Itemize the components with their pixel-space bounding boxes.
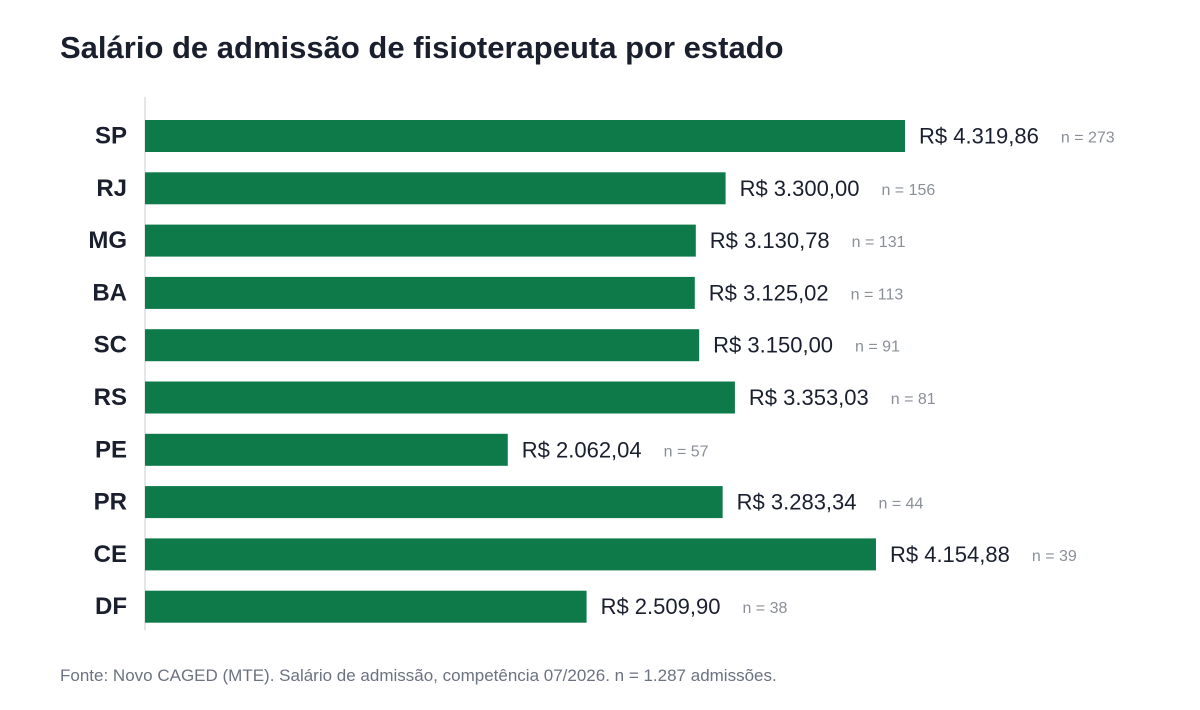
- count-label: n = 156: [881, 182, 935, 199]
- bar: [145, 590, 587, 623]
- value-label: R$ 3.283,34: [737, 490, 857, 515]
- category-label: SP: [95, 123, 127, 150]
- category-label: DF: [95, 593, 127, 620]
- category-label: MG: [88, 227, 127, 254]
- value-label: R$ 3.125,02: [709, 280, 829, 305]
- bar: [145, 538, 876, 571]
- bar-chart: SP R$ 4.319,86 n = 273 RJ R$ 3.300,00 n = 156…: [88, 97, 1115, 630]
- category-label: BA: [92, 279, 127, 306]
- count-label: n = 57: [664, 443, 709, 460]
- bar: [145, 172, 726, 205]
- bar: [145, 224, 696, 257]
- value-label: R$ 3.300,00: [740, 176, 860, 201]
- bar: [145, 486, 723, 519]
- count-label: n = 81: [891, 391, 936, 408]
- bar: [145, 276, 695, 309]
- category-label: CE: [94, 541, 127, 568]
- value-label: R$ 2.509,90: [601, 594, 721, 619]
- source-footnote: Fonte: Novo CAGED (MTE). Salário de admi…: [60, 666, 777, 685]
- category-label: RJ: [96, 175, 127, 202]
- value-label: R$ 2.062,04: [522, 437, 642, 462]
- count-label: n = 113: [851, 286, 904, 303]
- count-label: n = 273: [1061, 130, 1115, 147]
- bar: [145, 120, 905, 152]
- bar: [145, 329, 700, 362]
- count-label: n = 91: [855, 339, 900, 356]
- count-label: n = 39: [1032, 548, 1077, 565]
- value-label: R$ 3.130,78: [710, 228, 830, 253]
- category-label: PR: [94, 489, 127, 516]
- category-label: PE: [95, 436, 127, 463]
- value-label: R$ 4.154,88: [890, 542, 1010, 567]
- value-label: R$ 3.150,00: [713, 333, 833, 358]
- value-label: R$ 4.319,86: [919, 124, 1039, 149]
- count-label: n = 131: [852, 234, 906, 251]
- bar: [145, 433, 508, 466]
- value-label: R$ 3.353,03: [749, 385, 869, 410]
- bar: [145, 381, 735, 414]
- count-label: n = 44: [879, 496, 924, 513]
- chart-title: Salário de admissão de fisioterapeuta po…: [60, 30, 784, 65]
- count-label: n = 38: [742, 600, 787, 617]
- category-label: SC: [94, 332, 127, 359]
- category-label: RS: [94, 384, 127, 411]
